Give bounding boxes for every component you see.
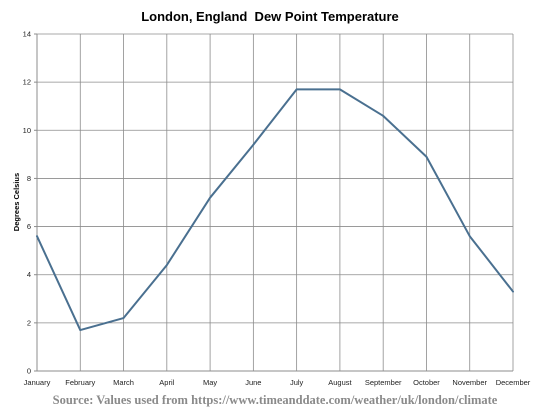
y-axis-title: Degrees Celsius	[12, 173, 21, 231]
y-tick-label: 8	[27, 174, 31, 183]
y-tick-label: 10	[23, 126, 31, 135]
series-line	[36, 88, 514, 332]
axes	[34, 33, 513, 372]
x-axis-ticks: January February March April May June July Augu…	[24, 378, 531, 387]
y-tick-label: 14	[23, 30, 31, 39]
x-tick-label: April	[159, 378, 174, 387]
grid	[37, 33, 514, 371]
x-tick-label: October	[413, 378, 440, 387]
chart-title: London, England Dew Point Temperature	[141, 9, 399, 24]
x-tick-label: August	[328, 378, 352, 387]
y-tick-label: 2	[27, 318, 31, 327]
x-tick-label: January	[24, 378, 51, 387]
y-tick-label: 4	[27, 270, 31, 279]
x-tick-label: September	[365, 378, 402, 387]
x-tick-label: November	[452, 378, 487, 387]
x-tick-label: December	[496, 378, 531, 387]
x-tick-label: March	[113, 378, 134, 387]
series	[36, 88, 514, 332]
y-tick-label: 0	[27, 367, 31, 376]
x-tick-label: June	[245, 378, 261, 387]
y-axis-ticks: 0 2 4 6 8 10 12 14	[23, 30, 31, 376]
y-tick-label: 6	[27, 222, 31, 231]
y-tick-label: 12	[23, 78, 31, 87]
source-note: Source: Values used from https://www.tim…	[53, 393, 498, 407]
x-tick-label: May	[203, 378, 217, 387]
x-tick-label: July	[290, 378, 304, 387]
x-tick-label: February	[65, 378, 95, 387]
